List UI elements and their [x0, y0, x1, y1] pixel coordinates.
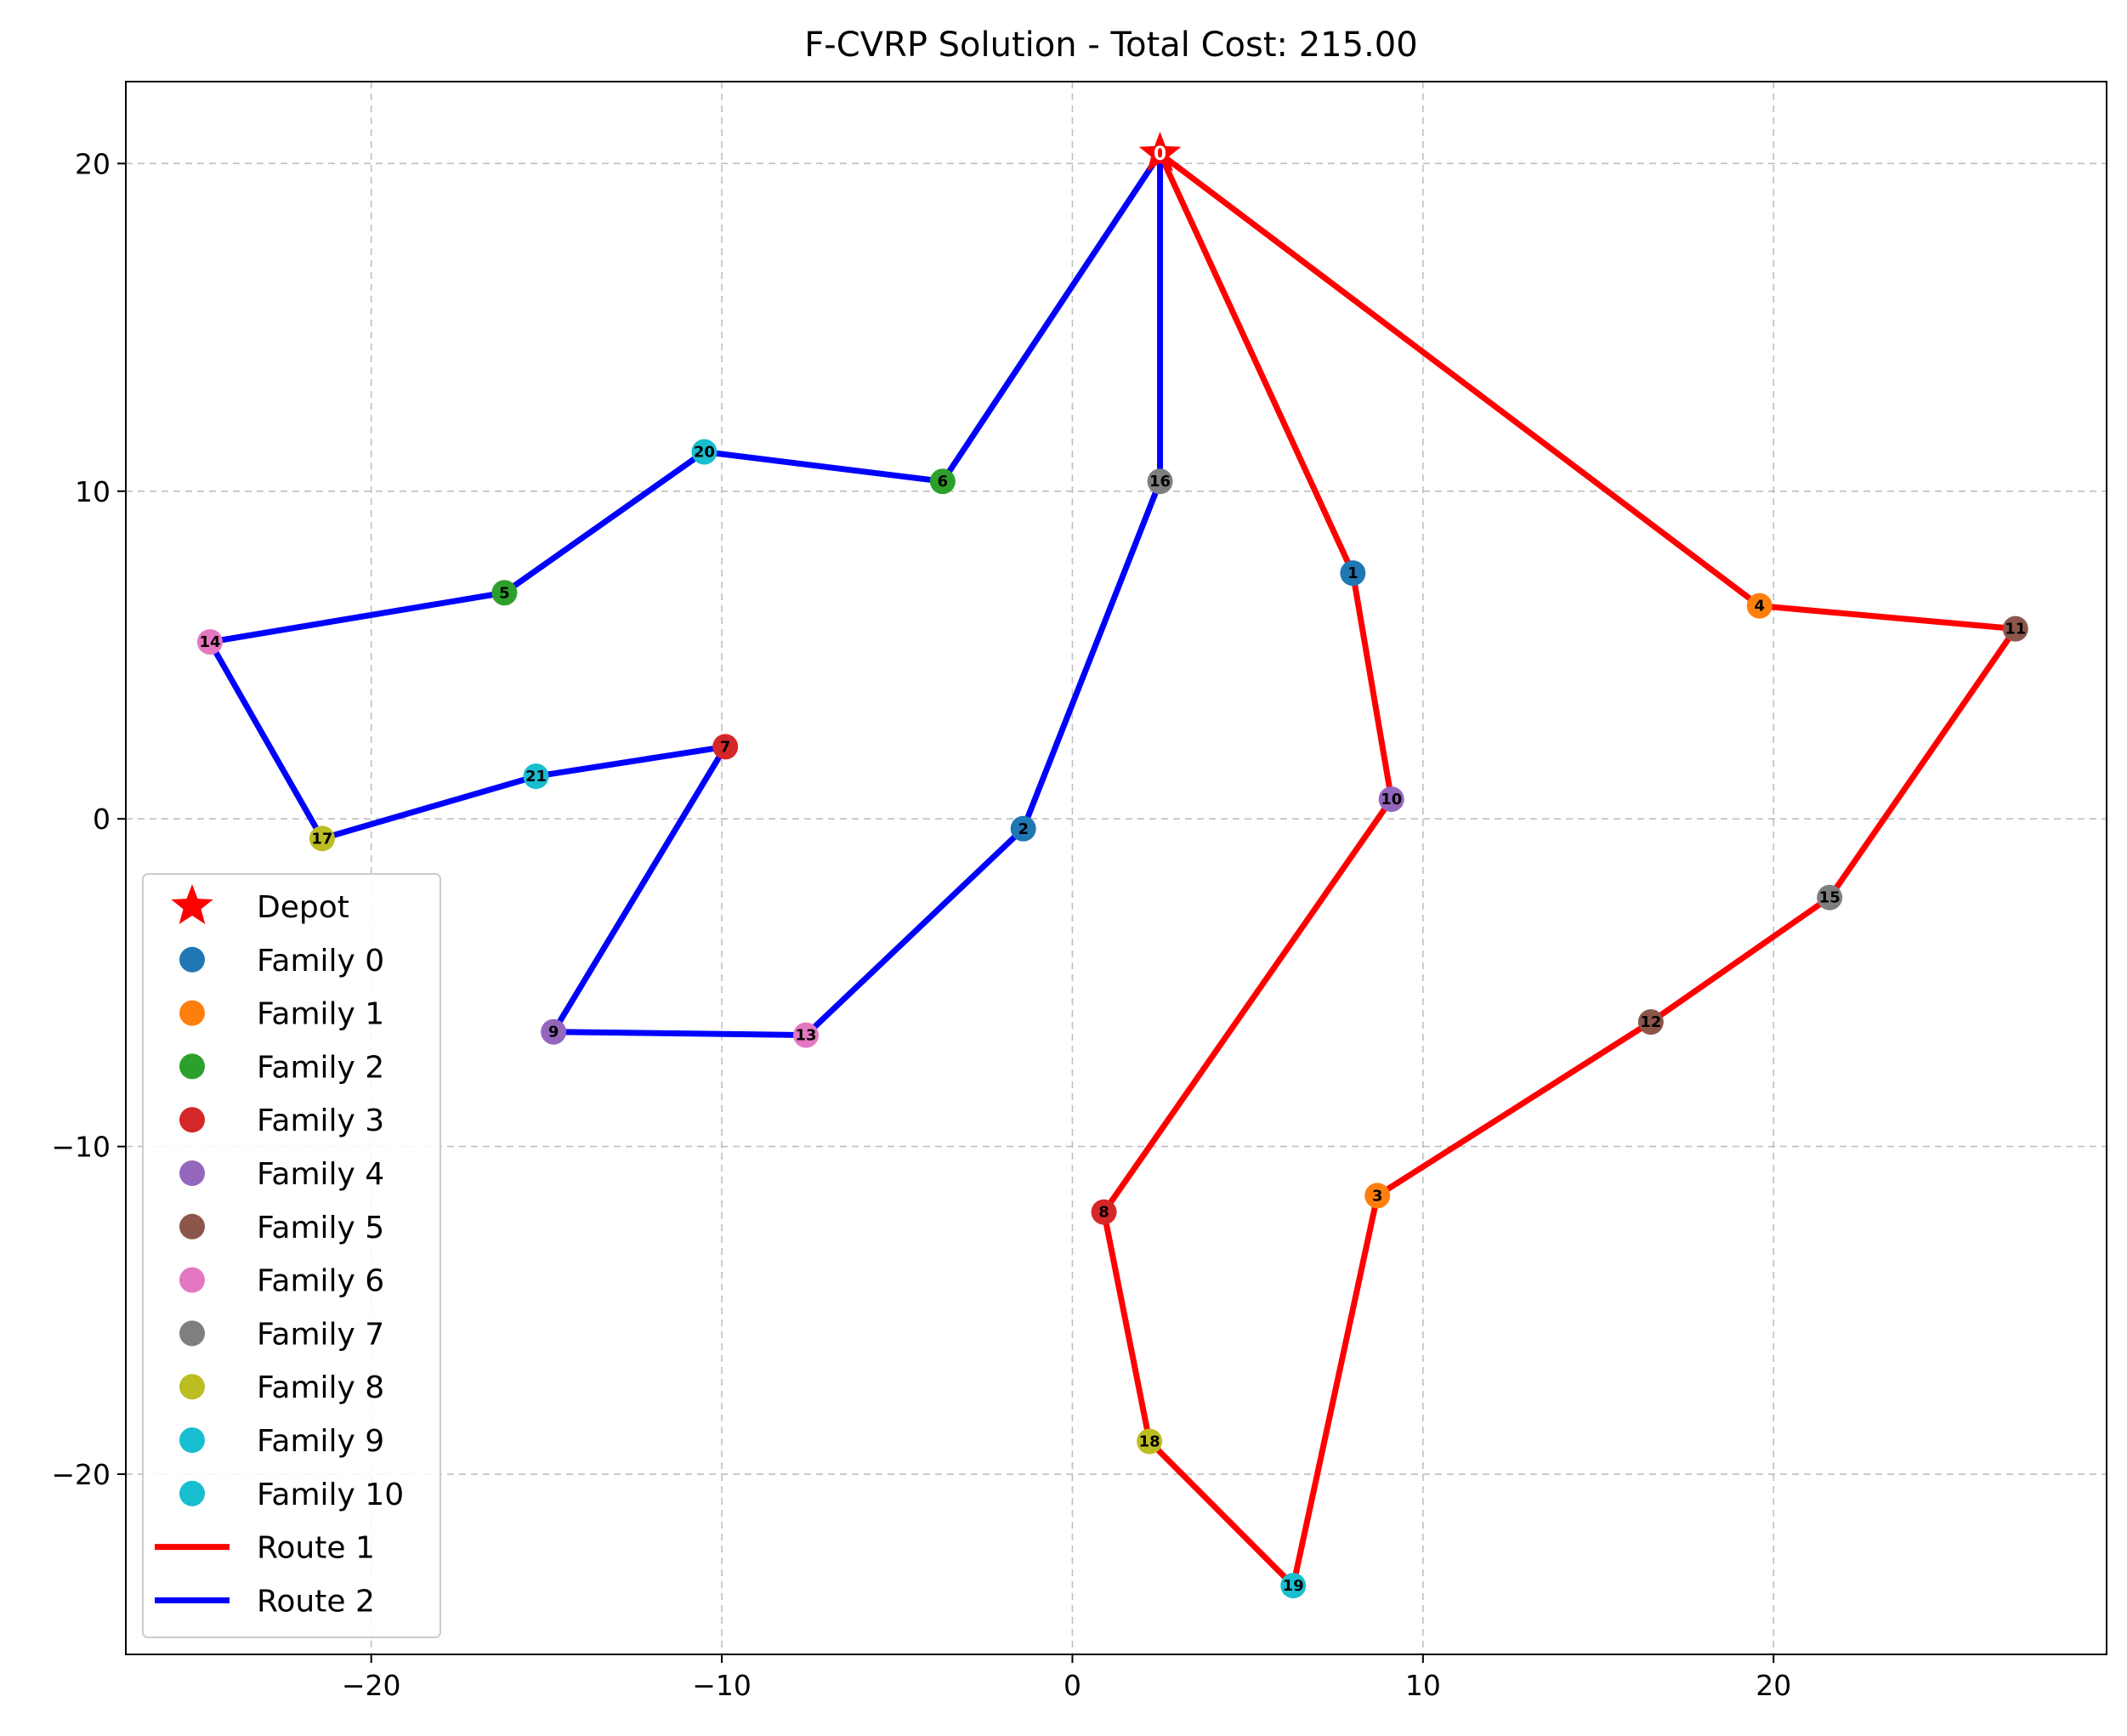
legend-entry-label: Family 0	[257, 944, 384, 979]
legend: Depot Family 0 Family 1 Family 2 Family 3 Fam…	[142, 873, 441, 1638]
node-marker-20	[691, 439, 718, 465]
node-marker-4	[1746, 593, 1772, 619]
legend-depot-star	[171, 884, 213, 924]
node-label-4: 4	[1754, 598, 1765, 616]
legend-entry-label: Family 6	[257, 1264, 384, 1299]
node-marker-2	[1010, 815, 1036, 842]
node-label-15: 15	[1819, 889, 1841, 907]
legend-entry-label: Family 5	[257, 1211, 384, 1245]
legend-entry-label: Family 8	[257, 1370, 384, 1405]
node-marker-8	[1091, 1199, 1117, 1225]
legend-entry-label: Family 10	[257, 1478, 404, 1512]
node-label-7: 7	[720, 738, 731, 756]
x-tick-label: 10	[1405, 1669, 1441, 1702]
legend-entry-label: Family 3	[257, 1103, 384, 1138]
y-tick-label: −10	[51, 1131, 111, 1164]
node-marker-21	[523, 763, 549, 790]
node-label-5: 5	[499, 584, 510, 602]
plot-area-frame	[125, 81, 2107, 1655]
legend-family-marker	[179, 1480, 205, 1506]
node-label-18: 18	[1139, 1432, 1160, 1450]
node-label-10: 10	[1381, 791, 1402, 808]
node-marker-15	[1817, 884, 1843, 911]
node-marker-3	[1364, 1183, 1391, 1209]
node-label-20: 20	[694, 444, 715, 462]
chart-title: F-CVRP Solution - Total Cost: 215.00	[804, 26, 1417, 65]
legend-entry-label: Family 4	[257, 1157, 384, 1192]
node-label-16: 16	[1149, 473, 1171, 491]
y-tick-label: −20	[51, 1458, 111, 1491]
node-marker-12	[1637, 1009, 1664, 1035]
x-tick-label: −20	[342, 1669, 401, 1702]
x-tick-label: 20	[1755, 1669, 1791, 1702]
node-marker-11	[2002, 616, 2028, 642]
node-marker-17	[309, 825, 335, 852]
legend-family-marker	[179, 1053, 205, 1080]
node-label-21: 21	[525, 768, 547, 786]
y-tick-label: 0	[93, 803, 111, 836]
depot-label: 0	[1154, 144, 1166, 165]
node-marker-10	[1378, 786, 1404, 813]
legend-entry-label: Depot	[257, 890, 349, 925]
x-tick-label: −10	[692, 1669, 752, 1702]
node-label-3: 3	[1372, 1187, 1383, 1205]
legend-family-marker	[179, 1107, 205, 1133]
node-label-8: 8	[1098, 1204, 1109, 1222]
x-tick-label: 0	[1064, 1669, 1081, 1702]
node-label-13: 13	[796, 1027, 817, 1045]
node-marker-16	[1147, 468, 1173, 495]
node-label-14: 14	[199, 633, 220, 651]
legend-family-marker	[179, 1160, 205, 1186]
legend-entry-label: Family 1	[257, 997, 384, 1032]
legend-entry-label: Route 1	[257, 1531, 375, 1566]
node-label-12: 12	[1640, 1013, 1661, 1031]
node-label-17: 17	[311, 830, 332, 848]
node-label-11: 11	[2005, 621, 2026, 638]
legend-entry-label: Family 2	[257, 1050, 384, 1085]
grid	[126, 82, 2107, 1654]
node-marker-14	[196, 629, 223, 655]
node-marker-19	[1280, 1573, 1307, 1599]
node-marker-18	[1137, 1428, 1163, 1455]
node-marker-6	[929, 468, 956, 495]
legend-entry-label: Family 9	[257, 1424, 384, 1459]
node-label-9: 9	[548, 1024, 559, 1041]
node-label-6: 6	[938, 473, 949, 491]
node-marker-9	[541, 1018, 567, 1045]
node-label-1: 1	[1347, 564, 1358, 582]
legend-family-marker	[179, 1320, 205, 1347]
y-tick-label: 20	[75, 147, 111, 180]
legend-box	[142, 873, 441, 1638]
points	[196, 131, 2028, 1599]
legend-family-marker	[179, 1427, 205, 1453]
route-line-1	[1101, 150, 2019, 1589]
node-label-19: 19	[1283, 1577, 1304, 1595]
legend-entry-label: Route 2	[257, 1584, 375, 1619]
legend-family-marker	[179, 946, 205, 973]
legend-family-marker	[179, 1267, 205, 1293]
legend-entry-label: Family 7	[257, 1317, 384, 1352]
node-marker-13	[793, 1022, 820, 1048]
legend-family-marker	[179, 1374, 205, 1400]
y-tick-label: 10	[75, 475, 111, 508]
node-marker-7	[712, 734, 739, 760]
node-marker-5	[491, 580, 518, 606]
depot-marker	[1138, 131, 1182, 172]
legend-family-marker	[179, 1000, 205, 1026]
legend-family-marker	[179, 1213, 205, 1240]
node-label-2: 2	[1018, 820, 1029, 838]
node-marker-1	[1340, 560, 1366, 587]
